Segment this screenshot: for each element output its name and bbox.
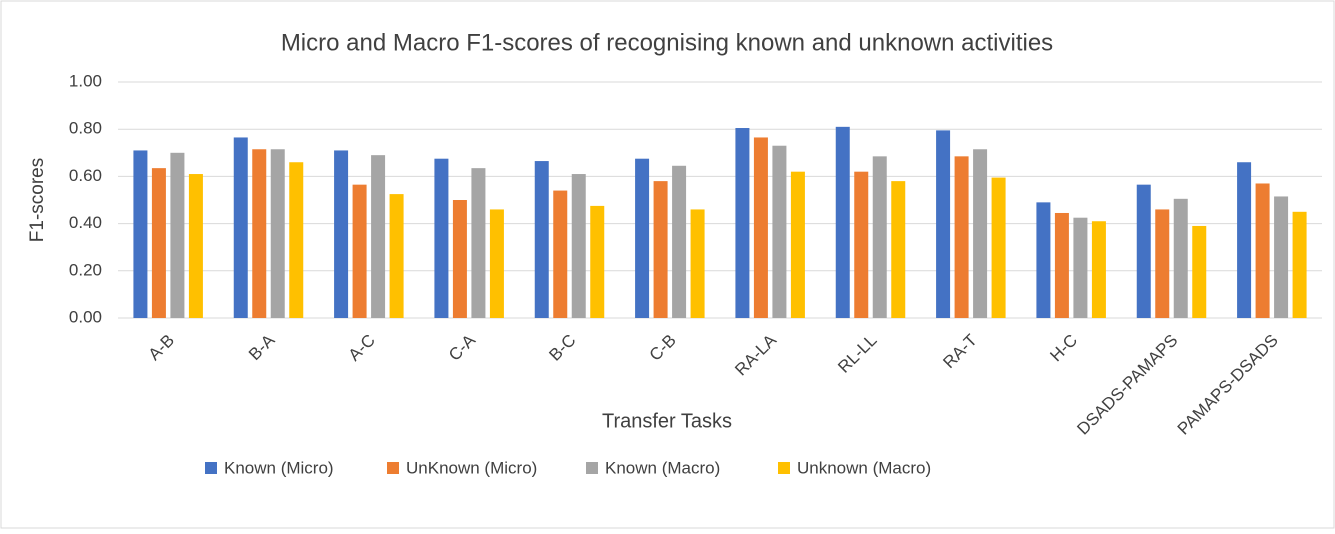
bar [835, 126, 850, 318]
bar [334, 150, 349, 318]
bar [1136, 184, 1151, 318]
x-axis-label: Transfer Tasks [602, 410, 732, 432]
bar [1292, 211, 1307, 318]
bar [1274, 196, 1289, 318]
bar [872, 156, 887, 318]
bar [1073, 217, 1088, 318]
bar [790, 171, 805, 318]
bar [1255, 183, 1270, 318]
legend-label: UnKnown (Micro) [406, 458, 537, 477]
bar [973, 149, 988, 318]
legend-label: Known (Macro) [605, 458, 720, 477]
bar [891, 181, 906, 318]
bar [635, 158, 650, 318]
bar [133, 150, 148, 318]
bar [452, 200, 467, 318]
bar [571, 174, 586, 318]
y-tick-label: 0.80 [69, 119, 102, 138]
legend-label: Known (Micro) [224, 458, 334, 477]
bar [553, 190, 568, 318]
bar [1036, 202, 1051, 318]
bar [434, 158, 449, 318]
bar [954, 156, 969, 318]
bar [735, 128, 750, 318]
bar [672, 165, 687, 318]
bar [489, 209, 504, 318]
bar [270, 149, 285, 318]
bar [252, 149, 267, 318]
legend-swatch [387, 462, 399, 474]
bar [188, 174, 203, 318]
bar [170, 152, 185, 318]
bar [854, 171, 869, 318]
bar [590, 205, 605, 318]
bar [1155, 209, 1170, 318]
y-axis-label: F1-scores [27, 158, 48, 242]
bar [534, 161, 549, 318]
bar [690, 209, 705, 318]
bar [389, 194, 404, 318]
bar [1173, 198, 1188, 318]
bar [233, 137, 248, 318]
y-tick-label: 0.40 [69, 213, 102, 232]
y-tick-label: 0.20 [69, 260, 102, 279]
legend-swatch [586, 462, 598, 474]
y-tick-label: 1.00 [69, 71, 102, 90]
bar [936, 130, 951, 318]
bar [289, 162, 304, 318]
chart-title: Micro and Macro F1-scores of recognising… [281, 29, 1053, 56]
bar [1192, 225, 1207, 318]
y-tick-label: 0.00 [69, 307, 102, 326]
bar [991, 177, 1006, 318]
bar [653, 181, 668, 318]
legend-label: Unknown (Macro) [797, 458, 931, 477]
y-tick-label: 0.60 [69, 166, 102, 185]
bar [471, 168, 486, 318]
bar [753, 137, 768, 318]
bar [151, 168, 166, 318]
bar [1237, 162, 1252, 318]
legend-swatch [205, 462, 217, 474]
bar [1091, 221, 1106, 318]
bar [352, 184, 367, 318]
bar [772, 145, 787, 318]
bar [1054, 212, 1069, 318]
legend-swatch [778, 462, 790, 474]
bar [371, 155, 386, 318]
